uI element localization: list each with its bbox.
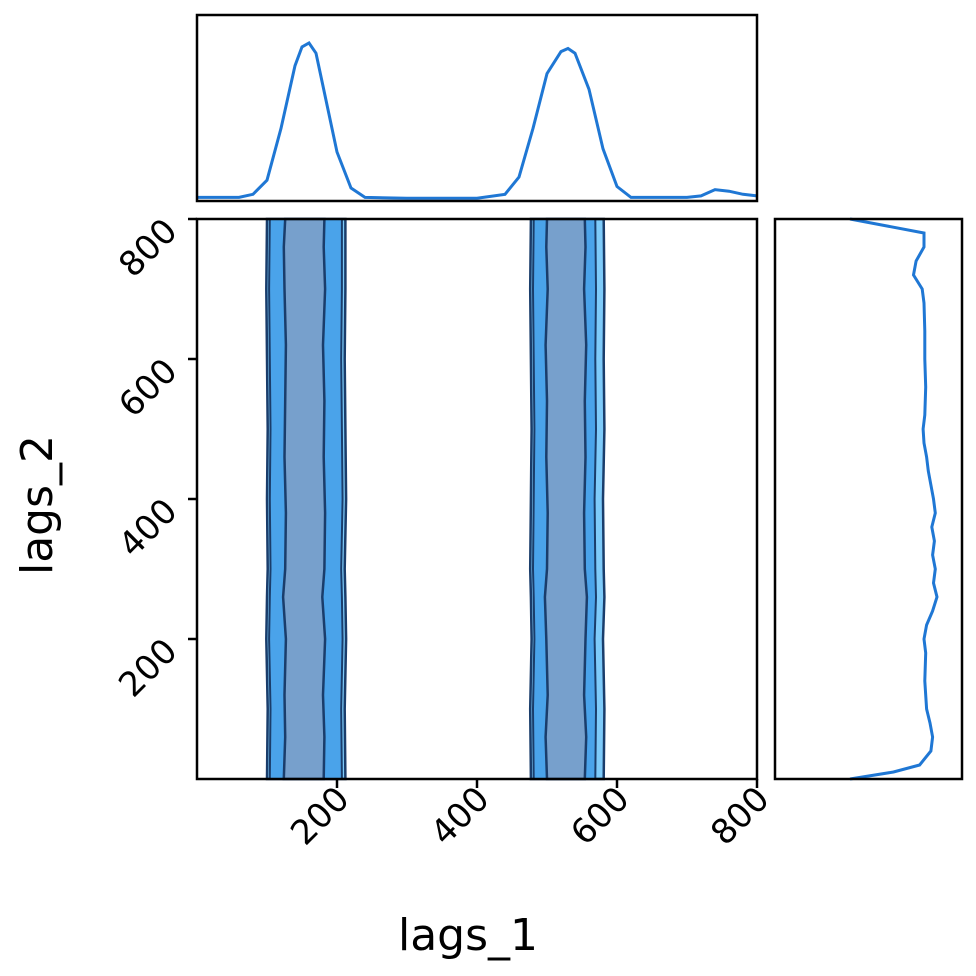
x-tick-label-600: 600 [563, 779, 637, 853]
x-tick-label-400: 400 [423, 779, 497, 853]
contour-inner-band-2 [543, 217, 589, 781]
x-axis-label: lags_1 [398, 910, 538, 961]
y-axis-ticks: 200 400 600 800 [111, 211, 197, 705]
joint-panel: 200 400 600 800 200 400 600 800 lags_1 lags_2 [12, 211, 777, 961]
x-tick-label-200: 200 [283, 779, 357, 853]
y-tick-label-800: 800 [111, 211, 185, 285]
x-axis-ticks: 200 400 600 800 [283, 779, 777, 853]
y-tick-label-600: 600 [111, 351, 185, 425]
contour-layer [265, 217, 606, 781]
right-marginal-frame [773, 217, 964, 781]
top-marginal-panel [195, 13, 759, 203]
contour-inner-band-1 [281, 217, 327, 781]
y-tick-label-200: 200 [111, 631, 185, 705]
y-tick-label-400: 400 [111, 491, 185, 565]
lags-1-density-line [197, 41, 758, 200]
lags-2-density-line [849, 217, 939, 781]
right-marginal-panel [773, 217, 964, 781]
x-tick-label-800: 800 [703, 779, 777, 853]
top-marginal-frame [195, 13, 759, 203]
y-axis-label: lags_2 [12, 435, 63, 575]
